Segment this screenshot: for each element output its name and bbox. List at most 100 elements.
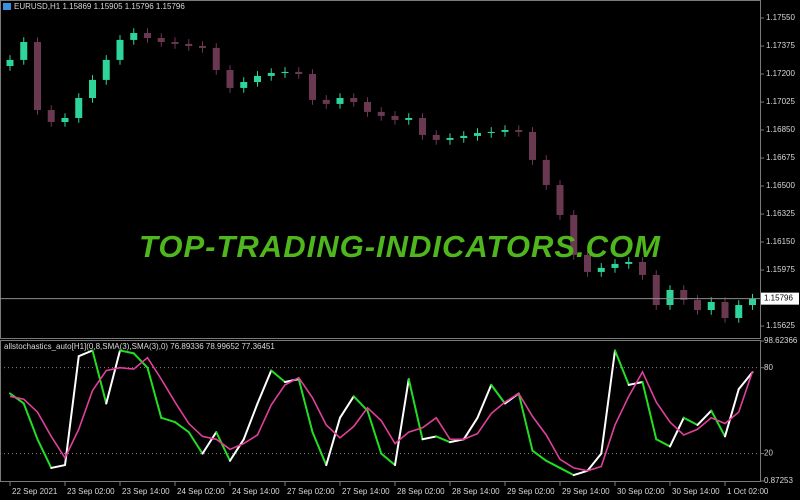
main-line-segment — [201, 431, 218, 455]
y-tick-label: 1.16850 — [766, 125, 795, 134]
candle-body — [680, 290, 688, 300]
x-tick-label: 28 Sep 02:00 — [397, 487, 445, 496]
main-line-segment — [682, 416, 699, 426]
candle-body — [20, 42, 28, 60]
y-tick-label: 20 — [764, 449, 773, 458]
candle-body — [212, 47, 220, 70]
signal-line — [9, 356, 754, 472]
main-line-segment — [187, 431, 204, 455]
x-tick-label: 27 Sep 02:00 — [287, 487, 335, 496]
candle-body — [157, 38, 165, 42]
candle-body — [419, 118, 426, 135]
y-tick-label: 80 — [764, 363, 773, 372]
y-tick-label: 1.17375 — [766, 41, 795, 50]
x-tick-label: 23 Sep 02:00 — [67, 487, 115, 496]
current-price-label: 1.15796 — [764, 294, 793, 303]
main-line-segment — [394, 378, 410, 467]
candle-body — [267, 73, 275, 76]
main-line-segment — [572, 469, 589, 477]
main-line-segment — [614, 349, 630, 386]
candle-body — [240, 82, 248, 88]
main-line-segment — [91, 349, 108, 405]
candle-body — [735, 305, 743, 318]
main-line-segment — [710, 409, 726, 438]
y-tick-label: 1.15625 — [766, 321, 795, 330]
candle-body — [295, 71, 303, 74]
x-tick-label: 28 Sep 14:00 — [452, 487, 500, 496]
candle-body — [102, 59, 110, 80]
candle-body — [322, 99, 330, 104]
candle-body — [474, 133, 481, 136]
main-line-segment — [270, 369, 286, 383]
main-line-segment — [586, 452, 603, 472]
indicator-panel-frame — [0, 340, 761, 482]
main-line-segment — [641, 380, 658, 441]
main-line-segment — [352, 395, 369, 412]
candle-body — [185, 43, 193, 46]
main-line-segment — [421, 435, 438, 441]
current-price-box — [761, 292, 799, 305]
main-line-segment — [160, 416, 176, 424]
indicator-title: allstochastics_auto[H1](0,8,SMA(3),SMA(3… — [4, 342, 275, 351]
x-tick-label: 22 Sep 2021 — [12, 487, 58, 496]
main-panel-frame — [0, 0, 761, 339]
candle-body — [501, 130, 509, 132]
candle-body — [666, 290, 674, 306]
main-line-segment — [105, 349, 121, 405]
y-tick-label: 1.16150 — [766, 237, 795, 246]
x-tick-label: 24 Sep 02:00 — [177, 487, 225, 496]
marks: 1.17550 1.17375 1.17200 1.17025 1.16850 1.166… — [0, 13, 799, 496]
candle-body — [611, 263, 619, 268]
main-line-segment — [696, 409, 713, 426]
candle-body — [364, 102, 371, 112]
candle-body — [47, 110, 55, 122]
main-line-segment — [242, 402, 259, 441]
y-tick-label: 1.16325 — [766, 209, 795, 218]
main-line-segment — [215, 431, 231, 462]
main-line-segment — [77, 349, 94, 358]
main-line-segment — [64, 355, 80, 467]
candle-body — [226, 70, 234, 88]
x-tick-label: 29 Sep 02:00 — [507, 487, 555, 496]
main-line-segment — [737, 371, 754, 391]
main-line-segment — [256, 369, 273, 405]
candle-body — [309, 74, 316, 100]
candle-body — [749, 298, 756, 306]
candle-body — [116, 39, 124, 60]
main-line-segment — [22, 402, 39, 441]
watermark: TOP-TRADING-INDICATORS.COM — [139, 229, 661, 264]
candle-body — [625, 262, 633, 264]
main-line-segment — [476, 383, 493, 419]
candle-body — [254, 75, 261, 82]
main-line-segment — [229, 438, 245, 462]
candle-body — [6, 59, 14, 66]
symbol-icon — [3, 3, 11, 10]
x-tick-label: 1 Oct 02:00 — [727, 487, 769, 496]
y-tick-label: 98.62366 — [764, 336, 798, 345]
main-line-segment — [339, 395, 355, 419]
candle-body — [652, 274, 660, 306]
y-tick-label: 1.17550 — [766, 13, 795, 22]
main-line-segment — [600, 349, 616, 455]
candle-body — [556, 185, 564, 215]
candle-body — [694, 299, 701, 310]
main-line-segment — [36, 438, 53, 469]
candle-body — [639, 262, 646, 275]
main-line-segment — [132, 352, 149, 369]
main-line-segment — [724, 388, 740, 438]
candle-body — [336, 98, 344, 104]
candle-body — [199, 46, 206, 48]
candle-body — [529, 131, 536, 160]
candle-body — [171, 42, 179, 44]
x-tick-label: 24 Sep 14:00 — [232, 487, 280, 496]
main-line-segment — [669, 416, 685, 448]
main-line-segment — [297, 378, 314, 434]
candle-body — [542, 159, 550, 186]
x-tick-label: 27 Sep 14:00 — [342, 487, 390, 496]
main-line-segment — [490, 383, 506, 405]
x-tick-label: 30 Sep 02:00 — [617, 487, 665, 496]
y-tick-label: 1.16500 — [766, 181, 795, 190]
x-tick-label: 30 Sep 14:00 — [672, 487, 720, 496]
main-line-segment — [517, 392, 534, 452]
main-line-segment — [435, 435, 451, 444]
